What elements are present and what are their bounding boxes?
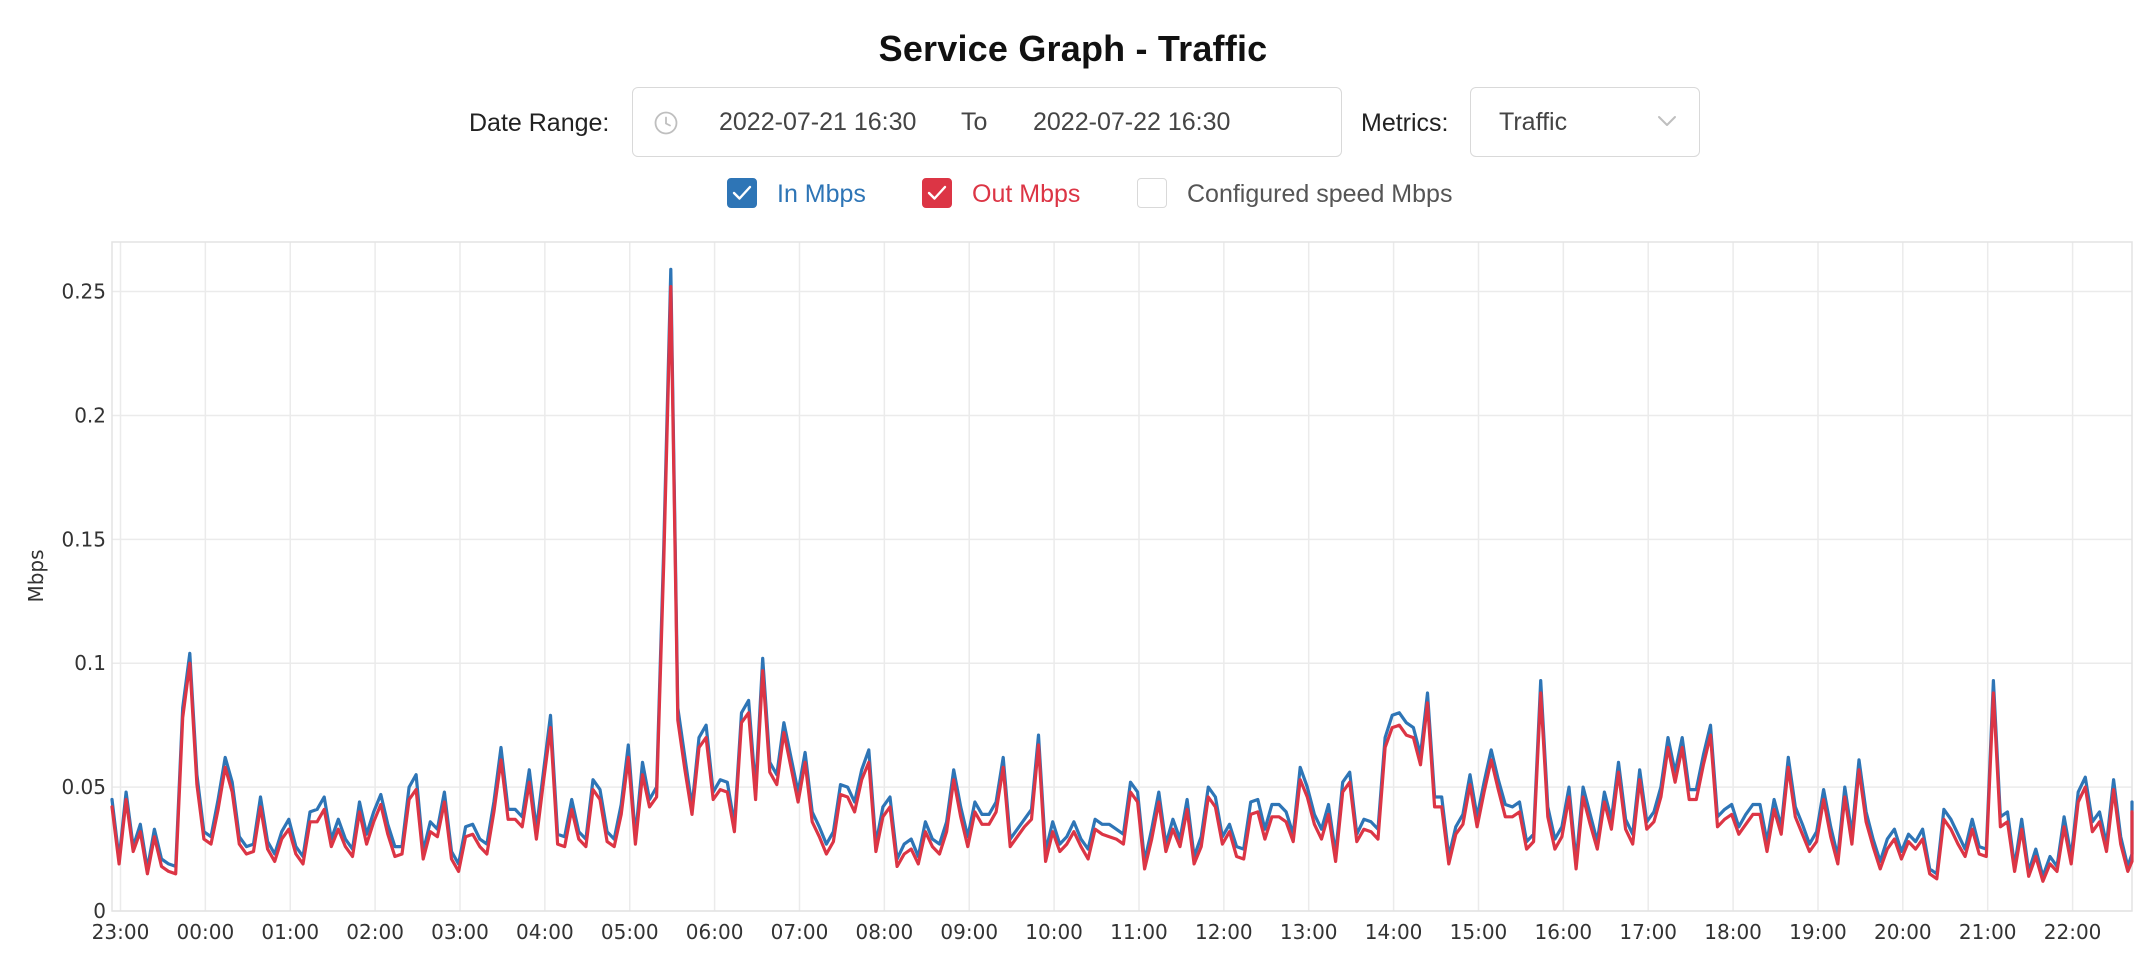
x-tick-label: 09:00 — [940, 920, 998, 944]
date-range-picker[interactable]: 2022-07-21 16:30 To 2022-07-22 16:30 — [632, 87, 1342, 157]
chart-legend: In Mbps Out Mbps Configured speed Mbps — [0, 176, 2146, 212]
x-tick-label: 17:00 — [1619, 920, 1677, 944]
series-line-in-mbps — [110, 267, 2134, 878]
traffic-chart: 23:00 00:00 01:00 02:00 03:00 04:00 05:00 06:00… — [24, 241, 2134, 944]
y-tick-label: 0.05 — [61, 775, 106, 799]
start-date-input[interactable]: 2022-07-21 16:30 — [719, 108, 917, 136]
y-tick-label: 0.2 — [74, 403, 106, 427]
series-line-out-mbps — [110, 284, 2134, 883]
date-range-label: Date Range: — [469, 109, 610, 137]
x-tick-label: 19:00 — [1789, 920, 1847, 944]
metrics-select[interactable]: Traffic — [1470, 87, 1700, 157]
chevron-down-icon — [1658, 116, 1676, 126]
x-tick-label: 21:00 — [1959, 920, 2017, 944]
page-title: Service Graph - Traffic — [878, 28, 1268, 69]
clock-icon — [654, 111, 678, 135]
x-tick-label: 08:00 — [856, 920, 914, 944]
x-tick-label: 00:00 — [177, 920, 235, 944]
x-tick-label: 14:00 — [1365, 920, 1423, 944]
x-tick-label: 12:00 — [1195, 920, 1253, 944]
x-tick-label: 16:00 — [1535, 920, 1593, 944]
y-tick-label: 0.25 — [61, 280, 106, 304]
x-tick-label: 11:00 — [1110, 920, 1168, 944]
to-separator: To — [961, 108, 988, 136]
x-tick-label: 05:00 — [601, 920, 659, 944]
x-tick-label: 20:00 — [1874, 920, 1932, 944]
y-axis-title: Mbps — [24, 549, 48, 602]
x-tick-label: 06:00 — [686, 920, 744, 944]
x-tick-label: 13:00 — [1280, 920, 1338, 944]
metrics-label: Metrics: — [1361, 109, 1449, 137]
metrics-selected-value: Traffic — [1499, 108, 1568, 136]
legend-label-configured: Configured speed Mbps — [1187, 180, 1453, 208]
out-mbps-checkbox[interactable] — [922, 178, 952, 208]
y-tick-label: 0.15 — [61, 527, 106, 551]
end-date-input[interactable]: 2022-07-22 16:30 — [1033, 108, 1231, 136]
check-icon — [927, 185, 947, 200]
x-tick-label: 15:00 — [1450, 920, 1508, 944]
x-tick-label: 07:00 — [771, 920, 829, 944]
legend-label-out: Out Mbps — [972, 180, 1081, 208]
series-layer — [110, 267, 2134, 883]
x-tick-label: 03:00 — [431, 920, 489, 944]
axis-layer: 23:00 00:00 01:00 02:00 03:00 04:00 05:00 06:00… — [61, 280, 2101, 944]
x-tick-label: 23:00 — [92, 920, 150, 944]
plot-frame — [111, 241, 2133, 912]
legend-label-in: In Mbps — [777, 180, 866, 208]
controls-bar: Date Range: 2022-07-21 16:30 To 2022-07-… — [0, 87, 2146, 159]
y-tick-label: 0 — [93, 899, 106, 923]
x-tick-label: 22:00 — [2044, 920, 2102, 944]
x-tick-label: 10:00 — [1025, 920, 1083, 944]
check-icon — [732, 185, 752, 200]
x-tick-label: 02:00 — [346, 920, 404, 944]
x-tick-label: 01:00 — [261, 920, 319, 944]
configured-speed-checkbox[interactable] — [1137, 178, 1167, 208]
y-tick-label: 0.1 — [74, 651, 106, 675]
in-mbps-checkbox[interactable] — [727, 178, 757, 208]
x-tick-label: 18:00 — [1704, 920, 1762, 944]
x-tick-label: 04:00 — [516, 920, 574, 944]
